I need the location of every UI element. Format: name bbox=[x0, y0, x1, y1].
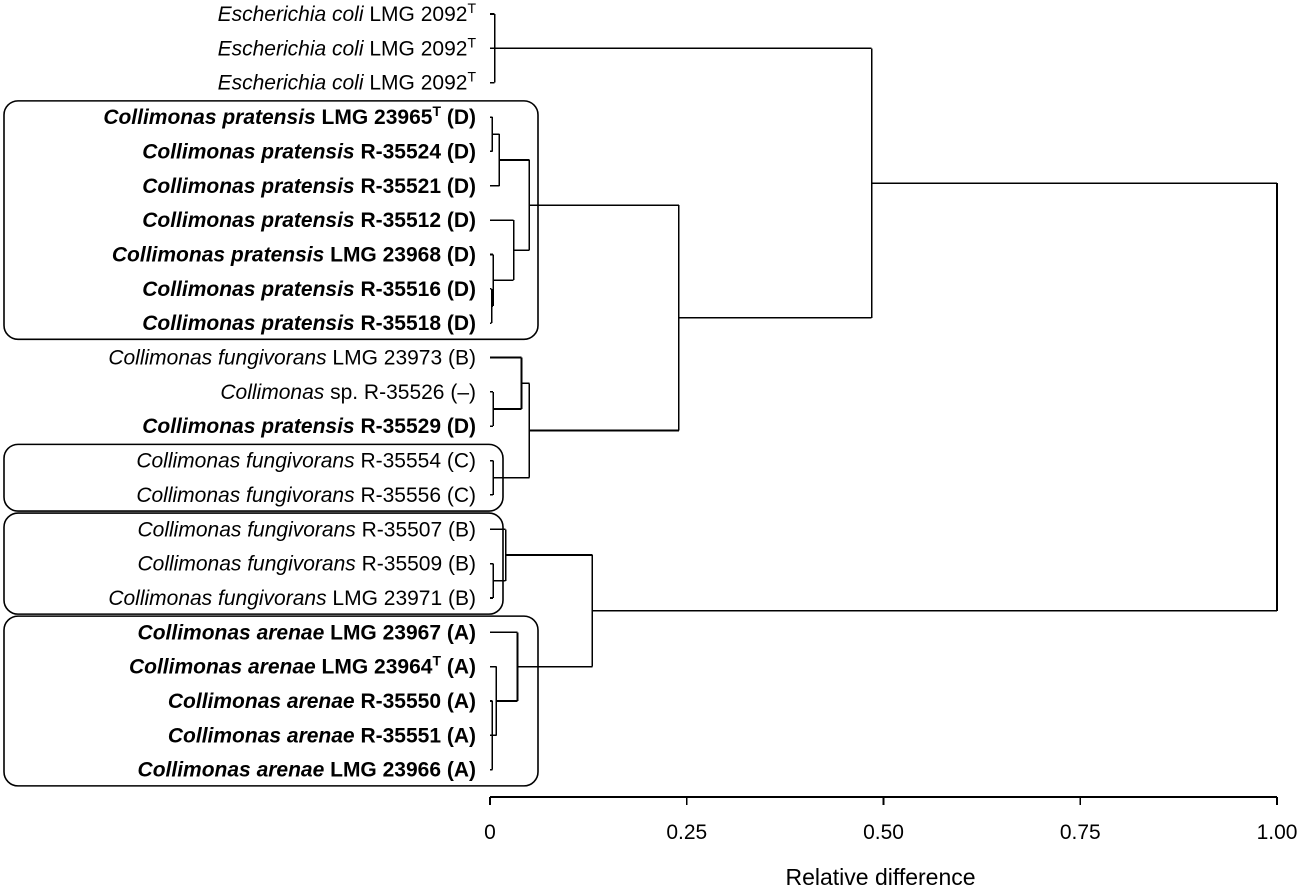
leaf-label: Collimonas arenae LMG 23964T (A) bbox=[129, 653, 476, 679]
leaf-label: Escherichia coli LMG 2092T bbox=[218, 34, 477, 60]
group-boxes bbox=[3, 100, 539, 787]
x-tick-label: 1.00 bbox=[1257, 821, 1298, 844]
leaf-label: Collimonas fungivorans R-35507 (B) bbox=[138, 518, 477, 541]
leaf-label: Collimonas arenae R-35551 (A) bbox=[168, 724, 476, 747]
group-box bbox=[3, 100, 539, 341]
tree-branches bbox=[490, 13, 1278, 771]
leaf-label: Collimonas fungivorans R-35556 (C) bbox=[136, 484, 476, 507]
leaf-label: Collimonas pratensis LMG 23965T (D) bbox=[103, 103, 476, 129]
x-tick-label: 0 bbox=[484, 821, 496, 844]
leaf-label: Collimonas pratensis R-35524 (D) bbox=[142, 140, 476, 163]
leaf-label: Collimonas fungivorans R-35509 (B) bbox=[138, 553, 477, 576]
group-box bbox=[3, 512, 504, 615]
leaf-label: Collimonas fungivorans R-35554 (C) bbox=[136, 450, 476, 473]
leaf-label: Collimonas pratensis R-35516 (D) bbox=[142, 278, 476, 301]
leaf-label: Collimonas pratensis R-35512 (D) bbox=[142, 209, 476, 232]
x-tick-label: 0.25 bbox=[666, 821, 707, 844]
x-tick-label: 0.50 bbox=[863, 821, 904, 844]
group-box bbox=[3, 615, 539, 787]
x-tick-label: 0.75 bbox=[1060, 821, 1101, 844]
leaf-label: Collimonas arenae LMG 23967 (A) bbox=[138, 621, 476, 644]
leaf-label: Collimonas pratensis R-35518 (D) bbox=[142, 312, 476, 335]
leaf-label: Escherichia coli LMG 2092T bbox=[218, 69, 477, 95]
leaf-label: Collimonas arenae LMG 23966 (A) bbox=[138, 759, 476, 782]
leaf-label: Escherichia coli LMG 2092T bbox=[218, 0, 477, 26]
x-axis-title: Relative difference bbox=[785, 864, 975, 890]
leaf-label: Collimonas arenae R-35550 (A) bbox=[168, 690, 476, 713]
leaf-labels: Escherichia coli LMG 2092T Escherichia co… bbox=[103, 0, 476, 782]
x-axis: Relative difference 0 0.25 0.50 0.75 1.00 bbox=[484, 796, 1298, 890]
leaf-label: Collimonas pratensis R-35529 (D) bbox=[142, 415, 476, 438]
leaf-label: Collimonas fungivorans LMG 23971 (B) bbox=[108, 587, 476, 610]
leaf-label: Collimonas sp. R-35526 (–) bbox=[220, 381, 476, 404]
leaf-label: Collimonas fungivorans LMG 23973 (B) bbox=[108, 347, 476, 370]
leaf-label: Collimonas pratensis LMG 23968 (D) bbox=[112, 243, 476, 266]
leaf-label: Collimonas pratensis R-35521 (D) bbox=[142, 175, 476, 198]
